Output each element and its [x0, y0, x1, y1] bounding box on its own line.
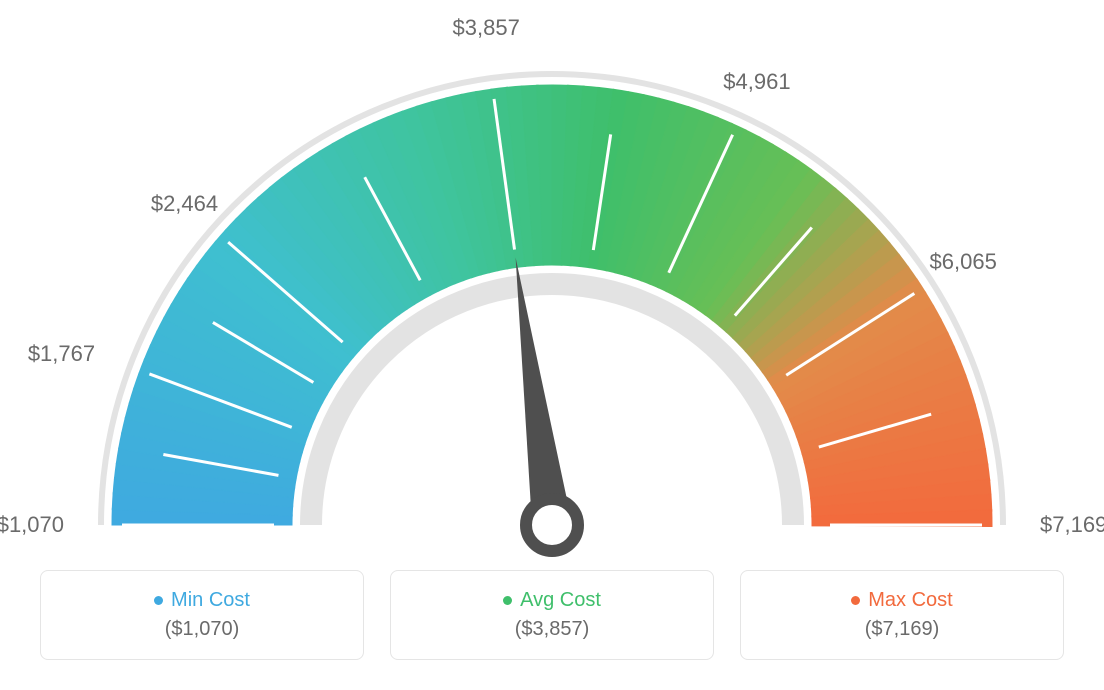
- legend-dot-avg: [503, 596, 512, 605]
- gauge-tick-label: $6,065: [930, 249, 997, 275]
- legend-dot-max: [851, 596, 860, 605]
- gauge-tick-label: $1,767: [28, 341, 95, 367]
- legend-min-title: Min Cost: [171, 589, 250, 612]
- gauge-tick-label: $3,857: [453, 15, 520, 41]
- legend-card-min: Min Cost ($1,070): [40, 570, 364, 660]
- legend-row: Min Cost ($1,070) Avg Cost ($3,857) Max …: [40, 570, 1064, 660]
- gauge-tick-label: $4,961: [723, 69, 790, 95]
- legend-max-value: ($7,169): [865, 618, 940, 641]
- gauge-tick-label: $7,169: [1040, 512, 1104, 538]
- gauge-tick-label: $2,464: [151, 191, 218, 217]
- legend-min-title-row: Min Cost: [154, 589, 250, 612]
- legend-dot-min: [154, 596, 163, 605]
- legend-avg-title: Avg Cost: [520, 589, 601, 612]
- cost-gauge: $1,070 $1,767 $2,464 $3,857 $4,961 $6,065 $7,1…: [0, 0, 1104, 560]
- gauge-svg: [0, 0, 1104, 560]
- legend-avg-title-row: Avg Cost: [503, 589, 601, 612]
- legend-min-value: ($1,070): [165, 618, 240, 641]
- gauge-tick-label: $1,070: [0, 512, 64, 538]
- legend-max-title: Max Cost: [868, 589, 952, 612]
- legend-max-title-row: Max Cost: [851, 589, 952, 612]
- legend-avg-value: ($3,857): [515, 618, 590, 641]
- legend-card-max: Max Cost ($7,169): [740, 570, 1064, 660]
- legend-card-avg: Avg Cost ($3,857): [390, 570, 714, 660]
